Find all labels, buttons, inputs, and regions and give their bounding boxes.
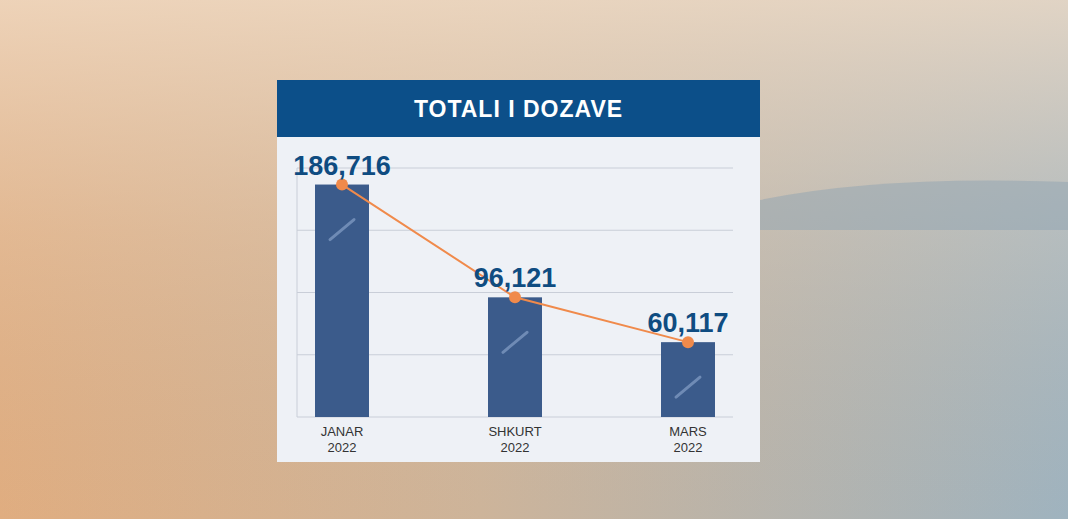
background bbox=[0, 0, 1068, 519]
title: TOTALI I DOZAVE bbox=[414, 96, 623, 122]
line bbox=[342, 185, 688, 343]
hills bbox=[760, 180, 1068, 230]
bar bbox=[661, 342, 715, 417]
y-axis-line bbox=[297, 168, 298, 417]
syringe-icon bbox=[503, 332, 527, 352]
card-header bbox=[277, 80, 760, 137]
x-tick-label-line: 2022 bbox=[328, 440, 357, 455]
x-tick-label-line: MARS bbox=[669, 424, 707, 439]
x-tick-label-line: JANAR bbox=[321, 424, 364, 439]
x-tick-label: JANAR2022 bbox=[321, 424, 364, 455]
card bbox=[277, 80, 760, 462]
bar bbox=[488, 297, 542, 417]
x-tick-label-line: SHKURT bbox=[488, 424, 541, 439]
data-label: 60,117 bbox=[647, 308, 728, 338]
x-tick-label-line: 2022 bbox=[501, 440, 530, 455]
bar bbox=[315, 185, 369, 417]
x-tick-label: MARS2022 bbox=[669, 424, 707, 455]
syringe-icon bbox=[676, 377, 700, 397]
background-sky bbox=[0, 0, 1068, 519]
data-label: 96,121 bbox=[474, 263, 557, 293]
syringe-icon bbox=[330, 220, 354, 240]
x-tick-label: SHKURT2022 bbox=[488, 424, 541, 455]
data-label: 186,716 bbox=[293, 151, 391, 181]
x-tick-label-line: 2022 bbox=[674, 440, 703, 455]
plot bbox=[315, 179, 715, 417]
